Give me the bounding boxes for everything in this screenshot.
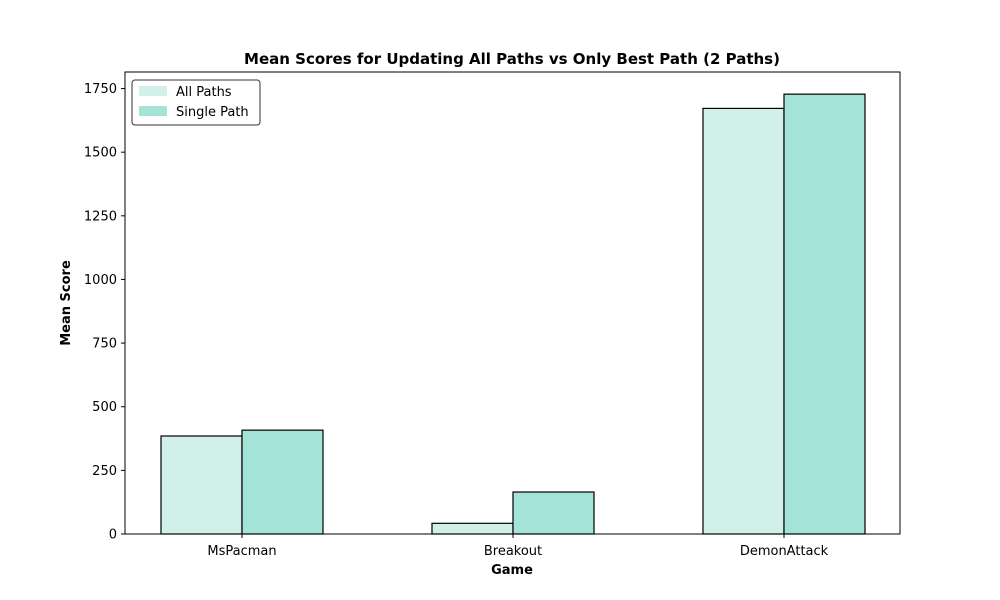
- x-tick-label: MsPacman: [207, 544, 276, 559]
- x-axis-label: Game: [491, 563, 533, 578]
- y-tick-label: 1750: [84, 82, 117, 97]
- x-tick-label: Breakout: [484, 544, 542, 559]
- y-axis-label: Mean Score: [59, 260, 74, 346]
- y-tick-label: 750: [92, 337, 117, 352]
- legend-entry-label: Single Path: [176, 105, 249, 120]
- legend: All Paths Single Path: [131, 79, 261, 126]
- plot-area-frame: [124, 71, 901, 535]
- bar-mspacman-single-path: [241, 429, 324, 535]
- y-tick-label: 500: [92, 400, 117, 415]
- x-tick-label: DemonAttack: [740, 544, 829, 559]
- legend-swatch: [139, 86, 167, 96]
- chart-title: Mean Scores for Updating All Paths vs On…: [244, 50, 780, 68]
- bar-breakout-single-path: [512, 491, 595, 535]
- legend-swatch: [139, 106, 167, 116]
- bars-group: [160, 93, 866, 535]
- bar-demonattack-all-paths: [702, 107, 785, 535]
- y-tick-label: 1250: [84, 209, 117, 224]
- y-tick-label: 0: [109, 528, 117, 543]
- y-axis: 0 250 500 750 1000 1250 1500 1750: [84, 82, 125, 543]
- bar-demonattack-single-path: [783, 93, 866, 535]
- y-tick-label: 250: [92, 464, 117, 479]
- legend-entry-label: All Paths: [176, 85, 232, 100]
- bar-mspacman-all-paths: [160, 435, 243, 535]
- y-tick-label: 1500: [84, 146, 117, 161]
- bar-breakout-all-paths: [431, 522, 514, 535]
- x-axis: MsPacman Breakout DemonAttack: [207, 534, 829, 559]
- y-tick-label: 1000: [84, 273, 117, 288]
